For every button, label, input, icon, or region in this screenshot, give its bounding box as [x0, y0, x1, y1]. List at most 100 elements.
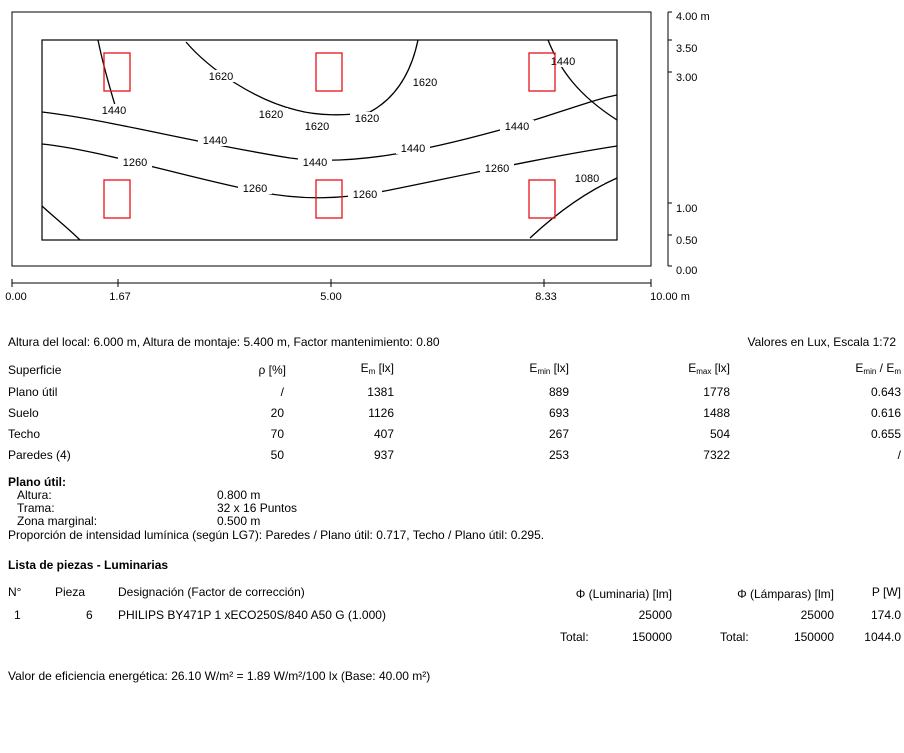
luminaire-marker — [528, 179, 556, 219]
isolux-curves — [41, 39, 618, 241]
contour-labels: 1620 1620 1440 1440 1620 1620 1620 1440 … — [97, 55, 604, 201]
altura-value: 0.800 m — [217, 488, 261, 502]
plano-util-title: Plano útil: — [8, 475, 66, 489]
col-header-pieza: Pieza — [55, 585, 86, 599]
surface-em: 407 — [373, 427, 394, 441]
surface-ratio: 0.655 — [870, 427, 901, 441]
col-header-power: P [W] — [871, 585, 901, 599]
y-scale — [667, 11, 672, 267]
col-header-emax: Emax [lx] — [688, 361, 730, 376]
col-header-ratio: Emin / Em — [855, 361, 901, 376]
luminaire-flux-luminaria: 25000 — [638, 608, 672, 622]
proporcion-text: Proporción de intensidad lumínica (según… — [8, 528, 545, 542]
surface-rho: 20 — [270, 406, 284, 420]
y-tick-label: 0.50 — [676, 235, 697, 247]
luminaire-n: 1 — [14, 608, 21, 622]
contour-label: 1620 — [413, 77, 437, 89]
luminaire-marker — [528, 52, 556, 92]
contour-label: 1440 — [505, 121, 529, 133]
luminaire-power: 174.0 — [870, 608, 901, 622]
surface-emin: 253 — [548, 448, 569, 462]
contour-label: 1620 — [209, 71, 233, 83]
total-label-luminaria: Total: — [560, 630, 589, 644]
col-header-rho: ρ [%] — [258, 363, 287, 377]
surface-name: Paredes (4) — [8, 448, 71, 462]
y-tick-label: 3.00 — [676, 72, 697, 84]
surface-ratio: 0.616 — [870, 406, 901, 420]
luminaire-pieza: 6 — [86, 608, 93, 622]
scale-info: Valores en Lux, Escala 1:72 — [747, 335, 896, 349]
surface-em: 937 — [373, 448, 394, 462]
altura-label: Altura: — [17, 488, 52, 502]
surface-em: 1381 — [367, 385, 394, 399]
trama-label: Trama: — [17, 501, 55, 515]
surface-rho: / — [280, 385, 284, 399]
contour-label: 1260 — [485, 163, 509, 175]
surface-emin: 693 — [548, 406, 569, 420]
surface-emax: 7322 — [703, 448, 730, 462]
workplane-outline — [41, 39, 618, 241]
y-tick-label: 0.00 — [676, 265, 697, 277]
surface-emin: 267 — [548, 427, 569, 441]
total-flux-luminaria: 150000 — [631, 630, 672, 644]
surface-em: 1126 — [368, 406, 394, 420]
contour-label: 1260 — [353, 189, 377, 201]
x-tick-label: 0.00 — [5, 291, 26, 303]
total-power: 1044.0 — [864, 630, 901, 644]
zona-value: 0.500 m — [217, 514, 261, 528]
col-header-superficie: Superficie — [8, 363, 62, 377]
surface-emax: 504 — [709, 427, 730, 441]
contour-label: 1620 — [259, 109, 283, 121]
col-header-em: Em [lx] — [360, 361, 394, 376]
luminaire-designacion: PHILIPS BY471P 1 xECO250S/840 A50 G (1.0… — [118, 608, 386, 622]
surface-name: Suelo — [8, 406, 39, 420]
contour-label: 1080 — [575, 173, 599, 185]
luminaire-marker — [315, 179, 343, 219]
room-info: Altura del local: 6.000 m, Altura de mon… — [8, 335, 440, 349]
total-label-lamparas: Total: — [720, 630, 749, 644]
surface-name: Plano útil — [8, 385, 58, 399]
y-tick-label: 4.00 m — [676, 11, 710, 23]
trama-value: 32 x 16 Puntos — [217, 501, 298, 515]
surface-ratio: 0.643 — [870, 385, 901, 399]
luminaire-marker — [103, 52, 131, 92]
surface-name: Techo — [8, 427, 41, 441]
contour-label: 1440 — [401, 143, 425, 155]
contour-label: 1440 — [303, 157, 327, 169]
total-flux-lamparas: 150000 — [793, 630, 834, 644]
col-header-designacion: Designación (Factor de corrección) — [118, 585, 305, 599]
luminaire-marker — [103, 179, 131, 219]
contour-label: 1260 — [243, 183, 267, 195]
y-tick-label: 3.50 — [676, 43, 697, 55]
surface-ratio: / — [897, 448, 901, 462]
contour-label: 1440 — [551, 56, 575, 68]
contour-label: 1440 — [203, 135, 227, 147]
surface-rho: 70 — [270, 427, 284, 441]
x-tick-label: 10.00 m — [650, 291, 690, 303]
luminarias-title: Lista de piezas - Luminarias — [8, 558, 169, 572]
zona-label: Zona marginal: — [17, 514, 98, 528]
x-tick-label: 1.67 — [109, 291, 130, 303]
room-outline — [11, 11, 652, 267]
contour-label: 1260 — [123, 157, 147, 169]
x-scale-labels: 0.00 1.67 5.00 8.33 10.00 m — [5, 291, 690, 303]
col-header-n: N° — [8, 585, 22, 599]
y-tick-label: 1.00 — [676, 203, 697, 215]
col-header-flux-luminaria: Φ (Luminaria) [lm] — [575, 587, 672, 601]
surface-rho: 50 — [270, 448, 284, 462]
surface-emax: 1488 — [703, 406, 730, 420]
contour-label: 1440 — [102, 105, 126, 117]
luminaire-marker — [315, 52, 343, 92]
surface-emin: 889 — [548, 385, 569, 399]
luminaires — [103, 52, 556, 219]
col-header-flux-lamparas: Φ (Lámparas) [lm] — [737, 587, 834, 601]
x-tick-label: 8.33 — [535, 291, 556, 303]
contour-label: 1620 — [305, 121, 329, 133]
eficiencia-text: Valor de eficiencia energética: 26.10 W/… — [8, 669, 431, 683]
luminaire-flux-lamparas: 25000 — [800, 608, 834, 622]
y-scale-labels: 4.00 m 3.50 3.00 1.00 0.50 0.00 — [676, 11, 710, 277]
x-scale — [11, 279, 652, 287]
isolux-plan: 1620 1620 1440 1440 1620 1620 1620 1440 … — [5, 11, 710, 303]
contour-label: 1620 — [355, 113, 379, 125]
x-tick-label: 5.00 — [320, 291, 341, 303]
